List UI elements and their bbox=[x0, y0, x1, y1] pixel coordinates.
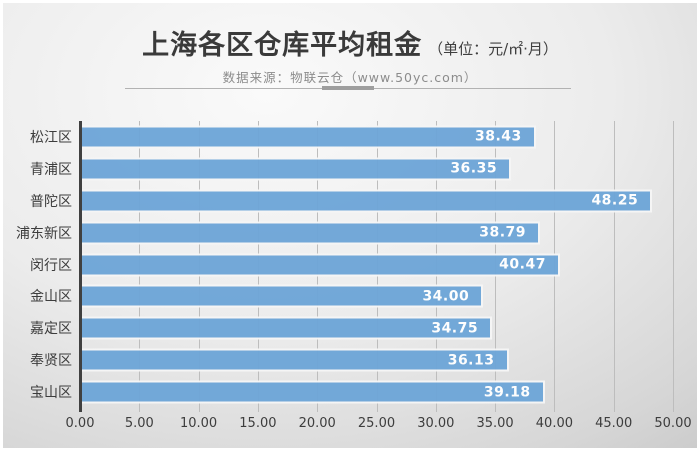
y-axis-label-闵行区: 闵行区 bbox=[30, 257, 72, 274]
bar-宝山区: 39.18 bbox=[80, 380, 545, 404]
bar-闵行区: 40.47 bbox=[80, 253, 560, 276]
x-axis-tick-label: 0.00 bbox=[65, 416, 95, 431]
bar-row: 34.75 bbox=[80, 312, 673, 344]
gridline bbox=[673, 121, 674, 412]
x-axis-tick-label: 30.00 bbox=[417, 416, 455, 431]
x-axis-tick-label: 25.00 bbox=[357, 416, 396, 431]
bar-value-label: 39.18 bbox=[483, 384, 531, 401]
y-axis-label-嘉定区: 嘉定区 bbox=[30, 321, 72, 338]
y-axis-label-浦东新区: 浦东新区 bbox=[16, 225, 72, 242]
y-axis-line bbox=[79, 121, 82, 412]
bar-value-label: 36.13 bbox=[447, 352, 495, 369]
bar-row: 36.35 bbox=[80, 153, 673, 185]
x-axis-tick-label: 45.00 bbox=[595, 416, 633, 431]
bar-row: 38.43 bbox=[80, 121, 673, 153]
bar-row: 39.18 bbox=[80, 376, 673, 408]
x-axis-tick-label: 10.00 bbox=[179, 416, 218, 431]
bar-value-label: 48.25 bbox=[591, 192, 639, 209]
x-axis-tick-label: 50.00 bbox=[654, 416, 692, 431]
divider-accent bbox=[322, 86, 374, 90]
bar-row: 38.79 bbox=[80, 217, 673, 249]
y-axis-label-青浦区: 青浦区 bbox=[30, 161, 72, 178]
bar-嘉定区: 34.75 bbox=[80, 316, 493, 340]
bar-奉贤区: 36.13 bbox=[80, 348, 509, 372]
x-axis-tick-label: 15.00 bbox=[239, 416, 277, 431]
title-line: 上海各区仓库平均租金 （单位：元/㎡·月） bbox=[3, 23, 697, 62]
chart-canvas: 上海各区仓库平均租金 （单位：元/㎡·月） 数据来源：物联云仓（www.50yc… bbox=[3, 3, 697, 448]
y-axis-label-普陀区: 普陀区 bbox=[30, 193, 72, 210]
y-axis-label-金山区: 金山区 bbox=[30, 289, 72, 306]
chart-title: 上海各区仓库平均租金 bbox=[142, 30, 423, 61]
bar-row: 40.47 bbox=[80, 249, 673, 281]
x-axis-tick-label: 5.00 bbox=[124, 416, 154, 431]
bar-value-label: 40.47 bbox=[499, 256, 546, 273]
bar-row: 48.25 bbox=[80, 185, 673, 217]
bar-row: 36.13 bbox=[80, 344, 673, 376]
y-axis-labels: 松江区青浦区普陀区浦东新区闵行区金山区嘉定区奉贤区宝山区 bbox=[3, 121, 72, 408]
x-axis-tick-label: 35.00 bbox=[476, 416, 514, 431]
bar-value-label: 38.79 bbox=[479, 224, 527, 241]
bar-value-label: 34.00 bbox=[422, 288, 470, 305]
x-axis-tick-labels: 0.00 5.00 10.00 15.00 20.00 25.00 30.00 35.00 40… bbox=[66, 416, 692, 434]
bar-金山区: 34.00 bbox=[80, 284, 484, 308]
bar-浦东新区: 38.79 bbox=[80, 221, 541, 245]
y-axis-label-奉贤区: 奉贤区 bbox=[30, 353, 72, 370]
plot-area: 38.43 36.35 48.25 38.79 40.47 34.00 34.75 36.13… bbox=[79, 121, 674, 412]
data-source-label: 数据来源：物联云仓（www.50yc.com） bbox=[222, 70, 478, 85]
chart-header: 上海各区仓库平均租金 （单位：元/㎡·月） 数据来源：物联云仓（www.50yc… bbox=[3, 3, 697, 90]
bar-松江区: 38.43 bbox=[80, 125, 536, 149]
bar-row: 34.00 bbox=[80, 280, 673, 312]
bar-value-label: 38.43 bbox=[474, 128, 522, 145]
bar-value-label: 36.35 bbox=[450, 160, 498, 177]
y-axis-label-松江区: 松江区 bbox=[30, 129, 72, 146]
bar-普陀区: 48.25 bbox=[80, 189, 653, 213]
header-divider bbox=[125, 86, 571, 90]
bar-青浦区: 36.35 bbox=[80, 157, 512, 181]
bar-value-label: 34.75 bbox=[431, 320, 479, 337]
y-axis-label-宝山区: 宝山区 bbox=[30, 385, 72, 402]
x-axis-tick-label: 40.00 bbox=[535, 416, 573, 431]
gridline bbox=[613, 121, 615, 412]
bar-rows: 38.43 36.35 48.25 38.79 40.47 34.00 34.75 36.13… bbox=[80, 121, 673, 408]
x-axis-tick-label: 20.00 bbox=[298, 416, 336, 431]
chart-unit-label: （单位：元/㎡·月） bbox=[428, 40, 558, 58]
